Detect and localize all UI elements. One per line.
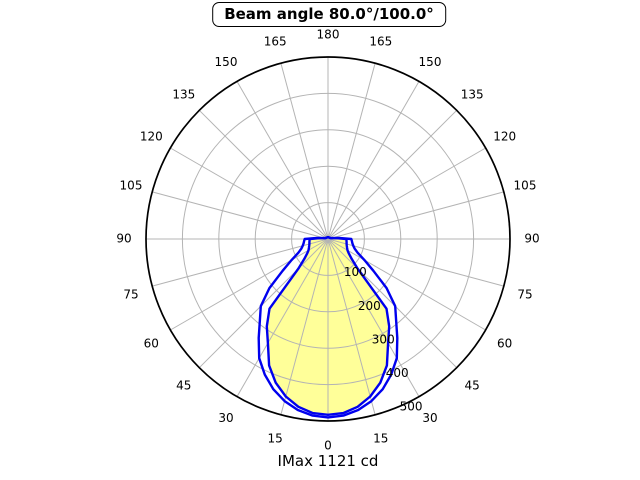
theta-gridline — [170, 238, 329, 331]
theta-tick-label: 165 — [369, 35, 392, 49]
chart-title-box: Beam angle 80.0°/100.0° — [212, 2, 446, 27]
theta-tick-label: 105 — [514, 179, 537, 193]
theta-gridline — [327, 191, 504, 240]
polar-spine — [145, 56, 511, 422]
r-gridline — [291, 202, 365, 276]
chart-title: Beam angle 80.0°/100.0° — [224, 5, 434, 23]
theta-tick-label: 120 — [493, 130, 516, 144]
theta-gridline — [327, 81, 420, 240]
theta-gridline — [280, 63, 329, 240]
r-tick-label: 400 — [386, 366, 409, 380]
r-gridline — [218, 129, 438, 349]
theta-tick-label: 75 — [123, 287, 138, 301]
theta-tick-label: 60 — [497, 337, 512, 351]
theta-tick-label: 180 — [317, 28, 340, 42]
theta-tick-label: 165 — [264, 35, 287, 49]
r-tick-label: 300 — [372, 332, 395, 346]
theta-tick-label: 105 — [120, 179, 143, 193]
theta-gridline — [327, 238, 504, 287]
theta-gridline — [236, 81, 329, 240]
theta-tick-label: 45 — [465, 379, 480, 393]
imax-label: IMax 1121 cd — [277, 452, 379, 470]
theta-tick-label: 45 — [176, 379, 191, 393]
theta-gridline — [327, 147, 486, 240]
r-gridline — [181, 92, 475, 386]
r-tick-label: 500 — [400, 400, 423, 414]
beam-curve-beam-100.0 — [257, 236, 399, 419]
theta-tick-label: 90 — [116, 232, 131, 246]
theta-tick-label: 75 — [517, 287, 532, 301]
r-gridline — [254, 165, 402, 313]
theta-gridline — [280, 238, 329, 415]
theta-tick-label: 0 — [324, 439, 332, 453]
theta-tick-label: 30 — [422, 411, 437, 425]
theta-gridline — [327, 238, 376, 415]
theta-gridline — [198, 238, 329, 369]
beam-curve-beam-80.0 — [265, 236, 391, 416]
theta-tick-label: 150 — [215, 55, 238, 69]
theta-tick-label: 120 — [140, 130, 163, 144]
r-tick-label: 200 — [358, 299, 381, 313]
theta-tick-label: 60 — [144, 337, 159, 351]
theta-gridline — [198, 109, 329, 240]
theta-tick-label: 15 — [268, 432, 283, 446]
theta-gridline — [152, 238, 329, 287]
theta-gridline — [327, 109, 458, 240]
theta-gridline — [327, 238, 458, 369]
theta-gridline — [152, 191, 329, 240]
theta-gridline — [236, 238, 329, 397]
theta-tick-label: 135 — [461, 87, 484, 101]
r-tick-label: 100 — [344, 265, 367, 279]
theta-tick-label: 30 — [218, 411, 233, 425]
theta-tick-label: 135 — [172, 87, 195, 101]
theta-tick-label: 90 — [524, 232, 539, 246]
theta-tick-label: 150 — [419, 55, 442, 69]
theta-gridline — [327, 238, 486, 331]
theta-gridline — [170, 147, 329, 240]
theta-tick-label: 15 — [373, 432, 388, 446]
theta-gridline — [327, 238, 420, 397]
theta-gridline — [327, 63, 376, 240]
